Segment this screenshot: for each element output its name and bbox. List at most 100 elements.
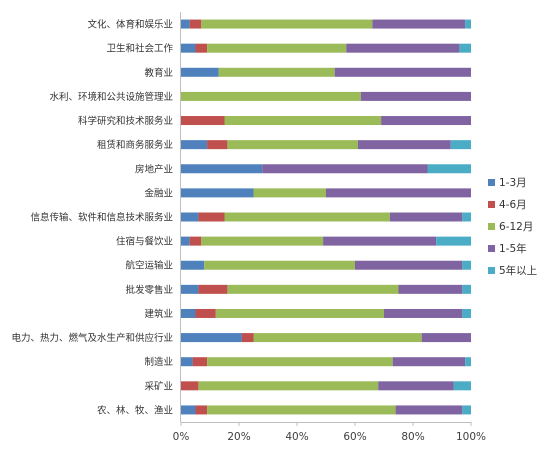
x-tick-label: 20%: [227, 431, 250, 443]
bar-segment: [181, 236, 190, 246]
bar-segment: [227, 140, 358, 150]
legend-label: 6-12月: [499, 221, 533, 233]
bar-segment: [181, 405, 196, 415]
category-label: 房地产业: [135, 163, 173, 175]
bar-segment: [181, 381, 199, 391]
bar-segment: [198, 381, 379, 391]
category-label: 科学研究和技术服务业: [78, 115, 173, 127]
category-labels: 文化、体育和娱乐业卫生和社会工作教育业水利、环境和公共设施管理业科学研究和技术服…: [11, 19, 173, 417]
bar-segment: [227, 284, 399, 294]
bar-segment: [181, 164, 263, 174]
legend-label: 5年以上: [499, 264, 537, 277]
category-label: 文化、体育和娱乐业: [87, 19, 173, 31]
bar-segment: [253, 333, 422, 343]
legend-label: 1-3月: [499, 177, 527, 189]
legend-label: 1-5年: [499, 242, 527, 255]
bar-segment: [450, 140, 471, 150]
bar-segment: [201, 19, 373, 29]
bar-segment: [355, 260, 463, 270]
bar-segment: [189, 236, 202, 246]
legend-swatch: [488, 245, 495, 252]
category-label: 电力、热力、燃气及水生产和供应行业: [11, 332, 173, 344]
category-label: 制造业: [144, 356, 173, 368]
bar-segment: [207, 43, 347, 53]
bar-segment: [207, 357, 393, 367]
legend-label: 4-6月: [499, 199, 527, 211]
legend-swatch: [488, 267, 495, 274]
bar-segment: [181, 357, 193, 367]
bar-segment: [462, 284, 471, 294]
bar-segment: [372, 19, 466, 29]
category-label: 金融业: [144, 187, 173, 199]
bar-segment: [181, 284, 199, 294]
bar-segment: [181, 260, 205, 270]
bar-segment: [436, 236, 471, 246]
legend-swatch: [488, 223, 495, 230]
bar-segment: [181, 140, 208, 150]
x-tick-label: 80%: [401, 431, 424, 443]
x-tick-label: 100%: [456, 431, 486, 443]
bar-segment: [204, 260, 355, 270]
bars-group: [181, 19, 471, 415]
bar-segment: [334, 67, 471, 77]
bar-segment: [459, 43, 471, 53]
bar-segment: [392, 357, 466, 367]
bar-segment: [198, 284, 228, 294]
category-label: 批发零售业: [125, 284, 173, 296]
x-tick-label: 40%: [285, 431, 308, 443]
bar-segment: [181, 91, 361, 101]
bar-segment: [181, 43, 196, 53]
bar-segment: [323, 236, 437, 246]
category-label: 建筑业: [144, 308, 173, 320]
bar-segment: [398, 284, 463, 294]
bar-segment: [357, 140, 451, 150]
bar-segment: [262, 164, 428, 174]
category-label: 航空运输业: [125, 260, 173, 272]
bar-segment: [462, 212, 471, 222]
bar-segment: [389, 212, 463, 222]
bar-segment: [195, 43, 208, 53]
legend-swatch: [488, 179, 495, 186]
category-label: 住宿与餐饮业: [116, 236, 173, 248]
bar-segment: [195, 308, 216, 318]
bar-segment: [381, 116, 471, 126]
bar-segment: [253, 188, 326, 198]
bar-segment: [207, 405, 396, 415]
bar-segment: [224, 116, 382, 126]
bar-segment: [462, 405, 471, 415]
category-label: 农、林、牧、渔业: [97, 404, 173, 416]
bar-segment: [192, 357, 208, 367]
bar-segment: [181, 333, 242, 343]
legend-swatch: [488, 201, 495, 208]
category-label: 租赁和商务服务业: [97, 139, 173, 151]
bar-segment: [181, 308, 196, 318]
bar-segment: [465, 357, 471, 367]
bar-segment: [427, 164, 471, 174]
bar-segment: [181, 212, 199, 222]
bar-segment: [189, 19, 202, 29]
bar-segment: [360, 91, 471, 101]
category-label: 教育业: [144, 67, 173, 79]
bar-segment: [384, 308, 463, 318]
bar-segment: [215, 308, 384, 318]
bar-segment: [181, 19, 190, 29]
bar-segment: [395, 405, 463, 415]
category-label: 信息传输、软件和信息技术服务业: [30, 212, 173, 224]
bar-segment: [241, 333, 254, 343]
bar-segment: [462, 260, 471, 270]
bar-segment: [224, 212, 390, 222]
category-label: 卫生和社会工作: [106, 43, 173, 55]
legend: 1-3月 4-6月 6-12月 1-5年 5年以上: [488, 177, 537, 277]
bar-segment: [346, 43, 460, 53]
bar-segment: [462, 308, 471, 318]
x-tick-label: 0%: [173, 431, 190, 443]
bar-segment: [218, 67, 335, 77]
bar-segment: [207, 140, 228, 150]
bar-segment: [453, 381, 471, 391]
bar-segment: [181, 67, 219, 77]
category-label: 水利、环境和公共设施管理业: [49, 91, 173, 103]
bar-segment: [421, 333, 471, 343]
x-tick-label: 60%: [343, 431, 366, 443]
bar-segment: [198, 212, 225, 222]
